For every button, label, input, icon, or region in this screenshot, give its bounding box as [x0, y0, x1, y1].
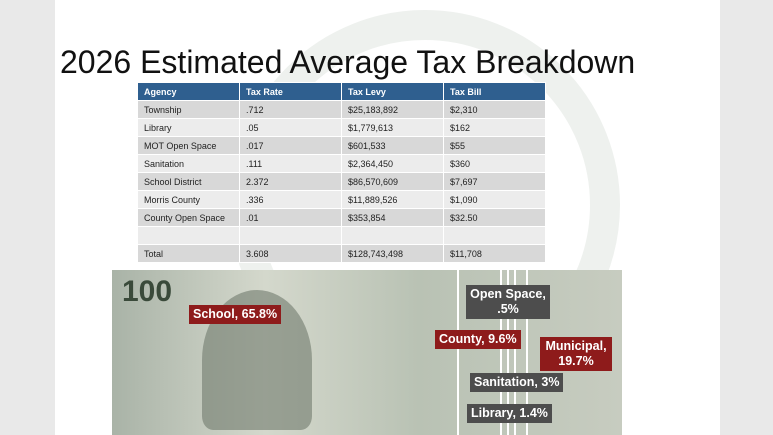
table-cell: .01	[239, 208, 342, 227]
table-cell: 3.608	[239, 244, 342, 263]
table-cell: MOT Open Space	[137, 136, 240, 155]
table-cell: Library	[137, 118, 240, 137]
divider	[514, 270, 516, 435]
table-cell	[341, 226, 444, 245]
table-cell: $1,090	[443, 190, 546, 209]
library-label: Library, 1.4%	[467, 404, 552, 423]
table-cell: $86,570,609	[341, 172, 444, 191]
table-cell: .017	[239, 136, 342, 155]
table-cell: School District	[137, 172, 240, 191]
school-label: School, 65.8%	[189, 305, 282, 324]
tax-table: Agency Tax Rate Tax Levy Tax Bill Township .7…	[137, 82, 546, 263]
table-cell: $25,183,892	[341, 100, 444, 119]
table-row: Total 3.608 $128,743,498 $11,708	[137, 244, 546, 263]
table-cell	[239, 226, 342, 245]
municipal-label: Municipal, 19.7%	[540, 337, 612, 371]
table-cell: Sanitation	[137, 154, 240, 173]
table-cell: Tax Rate	[239, 82, 342, 101]
table-cell: $360	[443, 154, 546, 173]
table-cell: Township	[137, 100, 240, 119]
table-cell: Tax Levy	[341, 82, 444, 101]
divider	[526, 270, 528, 435]
table-cell: Tax Bill	[443, 82, 546, 101]
table-cell: .111	[239, 154, 342, 173]
table-row: MOT Open Space .017 $601,533 $55	[137, 136, 546, 155]
sanitation-label: Sanitation, 3%	[470, 373, 564, 392]
table-cell: $7,697	[443, 172, 546, 191]
title: 2026 Estimated Average Tax Breakdown	[60, 44, 636, 80]
table-cell: $11,889,526	[341, 190, 444, 209]
table-cell	[137, 226, 240, 245]
table-cell: .336	[239, 190, 342, 209]
table-cell: $162	[443, 118, 546, 137]
county-label: County, 9.6%	[435, 330, 521, 349]
table-cell: Morris County	[137, 190, 240, 209]
table-cell: $128,743,498	[341, 244, 444, 263]
table-row: Agency Tax Rate Tax Levy Tax Bill	[137, 82, 546, 101]
table-cell	[443, 226, 546, 245]
table-cell: $1,779,613	[341, 118, 444, 137]
table-row: Township .712 $25,183,892 $2,310	[137, 100, 546, 119]
table-cell: .712	[239, 100, 342, 119]
divider	[507, 270, 509, 435]
table-cell: 2.372	[239, 172, 342, 191]
table-cell: $601,533	[341, 136, 444, 155]
table-cell: Total	[137, 244, 240, 263]
table-cell: $11,708	[443, 244, 546, 263]
divider	[500, 270, 502, 435]
table-cell: County Open Space	[137, 208, 240, 227]
open-space-label: Open Space, .5%	[466, 285, 550, 319]
table-cell: Agency	[137, 82, 240, 101]
table-cell: $55	[443, 136, 546, 155]
table-row: School District 2.372 $86,570,609 $7,697	[137, 172, 546, 191]
table-row: County Open Space .01 $353,854 $32.50	[137, 208, 546, 227]
table-row	[137, 226, 546, 245]
table-row: Library .05 $1,779,613 $162	[137, 118, 546, 137]
table-cell: $353,854	[341, 208, 444, 227]
table-row: Sanitation .111 $2,364,450 $360	[137, 154, 546, 173]
bill-corner: 100	[122, 275, 173, 308]
table-cell: $2,364,450	[341, 154, 444, 173]
table-cell: $32.50	[443, 208, 546, 227]
divider	[457, 270, 459, 435]
table-row: Morris County .336 $11,889,526 $1,090	[137, 190, 546, 209]
table-cell: $2,310	[443, 100, 546, 119]
table-cell: .05	[239, 118, 342, 137]
